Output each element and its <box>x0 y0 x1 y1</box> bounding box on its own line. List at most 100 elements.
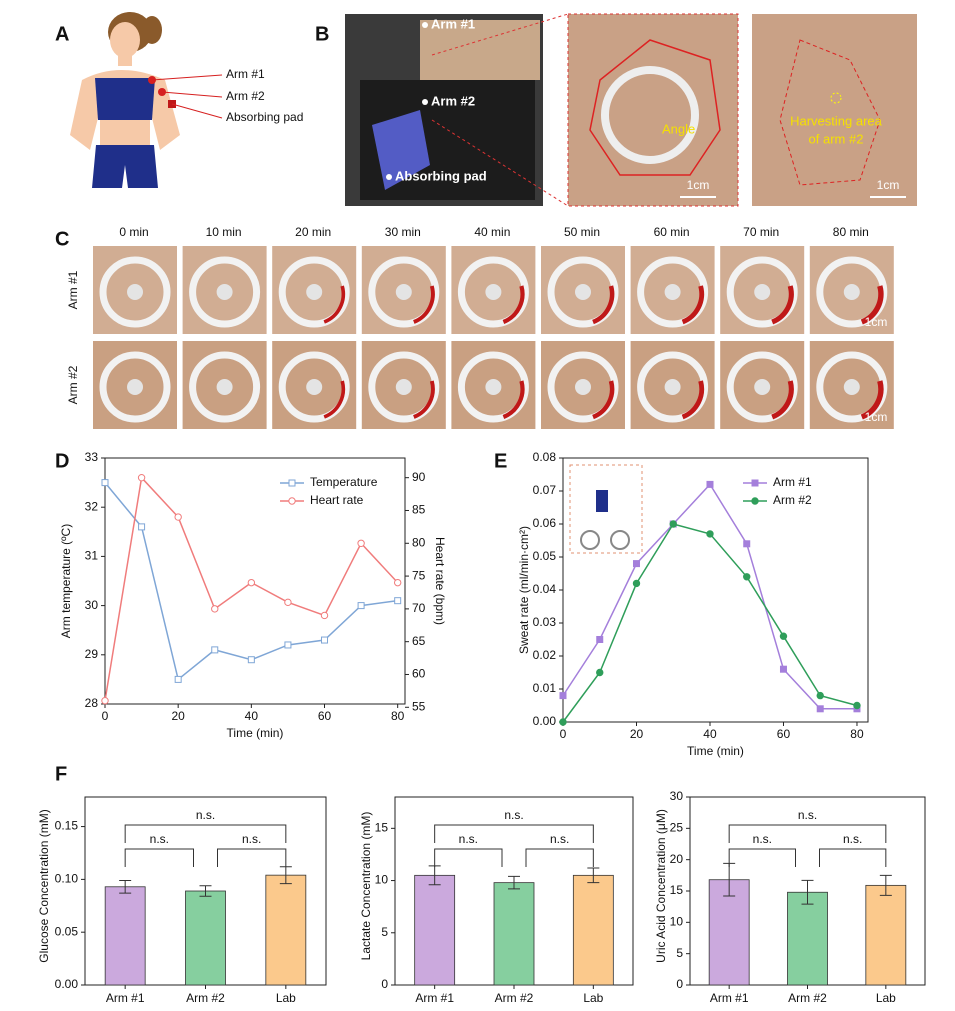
bracket <box>217 848 287 867</box>
y2-tick-label: 75 <box>412 568 426 582</box>
y-tick-label: 0.07 <box>533 483 557 497</box>
device <box>726 351 798 423</box>
time-label: 30 min <box>385 225 421 239</box>
time-label: 40 min <box>474 225 510 239</box>
sweat <box>771 380 794 420</box>
device <box>368 351 440 423</box>
zoom-lines <box>431 13 569 207</box>
scale-bar <box>680 196 716 198</box>
y-tick-label: 0.08 <box>533 450 557 464</box>
sensor <box>306 379 323 395</box>
annotation: n.s. <box>753 832 772 846</box>
sensor <box>395 284 412 300</box>
sweat <box>412 380 435 419</box>
y-tick-label: 0.15 <box>55 819 79 833</box>
y-axis-label: Arm temperature (ºC) <box>59 524 73 638</box>
harvest-spot <box>830 92 842 104</box>
x-axis-label: Time (min) <box>687 744 744 758</box>
sensor <box>216 284 233 300</box>
marker <box>394 597 402 605</box>
error-bar <box>879 874 892 896</box>
device <box>278 351 350 423</box>
bike-wheel <box>610 530 630 550</box>
sensor <box>754 284 771 300</box>
legend-marker <box>288 497 296 505</box>
sweat <box>592 380 615 420</box>
x-tick-label: Lab <box>276 991 296 1005</box>
series-line <box>104 476 399 701</box>
sensor <box>843 284 860 300</box>
y-tick-label: 28 <box>85 696 99 710</box>
y-tick-label: 0.00 <box>533 714 557 728</box>
bar <box>493 882 535 986</box>
time-label: 70 min <box>743 225 779 239</box>
sensor <box>754 379 771 395</box>
y2-tick-label: 55 <box>412 699 426 713</box>
legend-label: Heart rate <box>310 493 364 507</box>
sensor <box>485 284 502 300</box>
y-tick-label: 0.03 <box>533 615 557 629</box>
y-tick-label: 5 <box>676 946 683 960</box>
marker <box>596 668 604 677</box>
y-tick-label: 30 <box>670 789 684 803</box>
device <box>368 256 440 328</box>
marker <box>669 520 677 528</box>
y-tick-label: 10 <box>670 915 684 929</box>
callout-dot <box>422 99 428 105</box>
bar <box>414 874 456 986</box>
x-tick-label: 0 <box>560 727 567 741</box>
y-tick-label: 0 <box>381 977 388 991</box>
bar <box>787 891 828 986</box>
device <box>726 256 798 328</box>
y-tick-label: 5 <box>381 925 388 939</box>
sensor <box>306 284 323 300</box>
marker <box>284 598 292 607</box>
y2-tick-label: 65 <box>412 634 426 648</box>
photo-label: Arm #2 <box>431 93 475 108</box>
scale-bar <box>870 196 906 198</box>
marker <box>706 530 714 538</box>
scale-label: 1cm <box>687 178 710 192</box>
sensor <box>395 379 412 395</box>
y-tick-label: 0.02 <box>533 648 557 662</box>
callout-dot <box>422 22 428 28</box>
legend-label: Arm #2 <box>773 493 812 507</box>
callout-label: Arm #2 <box>226 89 265 103</box>
panel-letter: E <box>494 450 507 472</box>
y2-tick-label: 70 <box>412 601 426 615</box>
marker <box>174 513 182 521</box>
marker <box>357 539 365 547</box>
y-tick-label: 25 <box>670 821 684 835</box>
legend-marker <box>751 497 759 505</box>
panel-letter: D <box>55 450 69 472</box>
marker <box>559 718 567 726</box>
plot-frame <box>104 457 406 705</box>
marker <box>137 473 146 482</box>
sensor <box>843 379 860 395</box>
device <box>816 256 888 328</box>
sweat <box>323 380 346 419</box>
sweat <box>860 285 884 325</box>
marker <box>101 697 109 705</box>
device <box>189 351 261 423</box>
device <box>637 256 709 328</box>
sensor <box>664 284 681 300</box>
photo-label: Absorbing pad <box>395 168 487 183</box>
x-tick-label: 40 <box>703 727 717 741</box>
x-tick-label: 20 <box>630 727 644 741</box>
sweat <box>860 380 884 420</box>
y2-axis-label: Heart rate (bpm) <box>433 537 447 625</box>
device <box>547 256 619 328</box>
y-tick-label: 31 <box>85 549 99 563</box>
y-tick-label: 33 <box>85 450 99 464</box>
marker <box>321 636 329 644</box>
sweat <box>323 285 346 324</box>
time-label: 0 min <box>119 225 148 239</box>
y-axis-label: Sweat rate (ml/min·cm²) <box>517 526 531 654</box>
bike-wheel <box>580 530 600 550</box>
sweat <box>681 380 705 420</box>
y-tick-label: 15 <box>375 821 389 835</box>
marker <box>211 646 219 654</box>
photo-label: Arm #1 <box>431 16 475 31</box>
y-axis-label: Lactate Concentration (mM) <box>359 812 373 961</box>
